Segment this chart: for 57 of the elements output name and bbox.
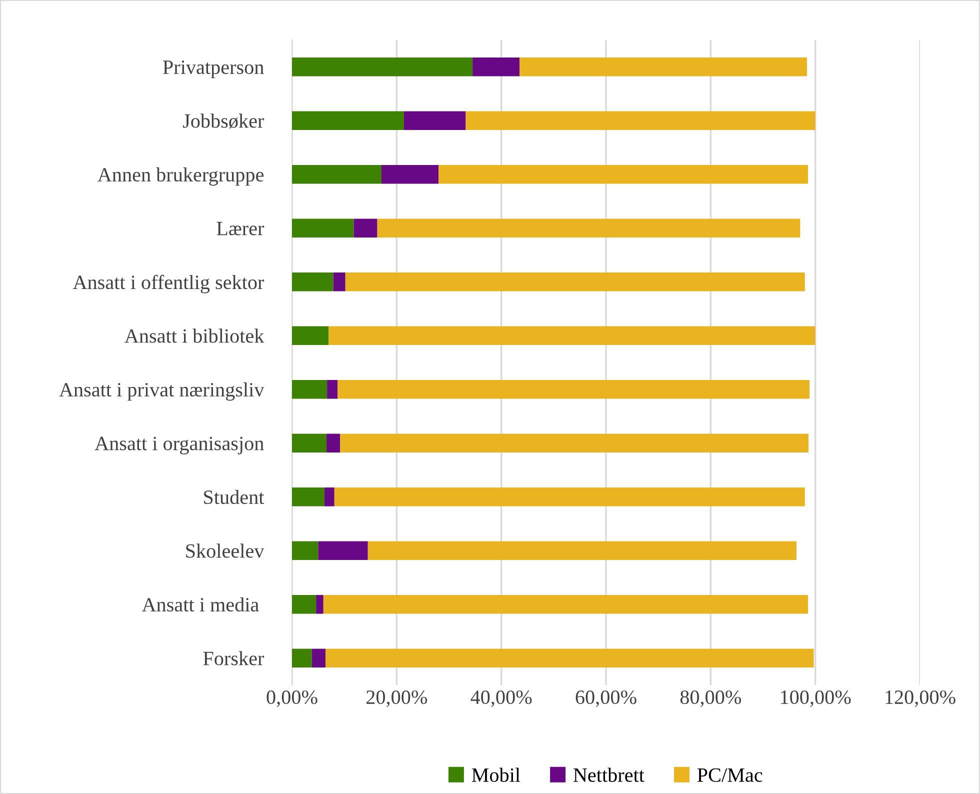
- legend-label: Mobil: [472, 768, 520, 782]
- bar: [472, 57, 520, 76]
- bar: [368, 541, 796, 560]
- y-tick-label: Ansatt i privat næringsliv: [59, 382, 264, 401]
- y-tick-label: Student: [204, 490, 264, 504]
- x-tick-label: 100,00%: [781, 690, 851, 707]
- bar: [292, 434, 327, 453]
- bar: [377, 218, 800, 238]
- bar: [466, 111, 816, 130]
- bar: [334, 487, 805, 506]
- bar: [312, 648, 326, 668]
- x-tick-label: 60,00%: [576, 690, 636, 707]
- y-tick-label: Ansatt i bibliotek: [124, 328, 264, 343]
- bar: [324, 487, 334, 506]
- y-tick-label: Privatperson: [163, 60, 264, 78]
- bar: [328, 326, 816, 346]
- bar: [292, 164, 382, 184]
- bar: [327, 380, 338, 399]
- bar: [292, 487, 324, 506]
- x-tick-label: 80,00%: [680, 690, 742, 707]
- bar: [292, 594, 316, 614]
- legend-label: PC/Mac: [697, 768, 762, 782]
- bar: [354, 218, 378, 238]
- y-tick-label: Skoleelev: [186, 544, 264, 558]
- bar: [292, 57, 473, 76]
- y-tick-label: Ansatt i media: [142, 597, 259, 612]
- bar: [325, 648, 814, 668]
- legend-label: Nettbrett: [573, 768, 644, 782]
- bar: [323, 594, 808, 614]
- bar: [326, 434, 340, 453]
- bar: [340, 434, 809, 453]
- bar: [292, 648, 312, 668]
- y-tick-label: Annen brukergruppe: [98, 167, 264, 186]
- y-tick-label: Ansatt i organisasjon: [94, 436, 264, 454]
- bar: [318, 541, 368, 560]
- bar: [292, 541, 318, 560]
- bar: [333, 272, 346, 292]
- bar: [438, 164, 808, 184]
- y-tick-label: Jobbsøker: [182, 114, 264, 128]
- bar: [316, 594, 324, 614]
- y-tick-label: Lærer: [216, 222, 264, 236]
- bar: [345, 272, 805, 292]
- x-tick-label: 0,00%: [266, 690, 318, 707]
- bar: [338, 380, 810, 399]
- bar: [520, 57, 807, 76]
- bar: [292, 218, 354, 238]
- bar: [381, 164, 439, 184]
- bar: [404, 111, 466, 130]
- y-tick-label: Ansatt i offentlig sektor: [72, 274, 264, 294]
- bar: [292, 380, 328, 399]
- bar: [292, 111, 404, 130]
- x-tick-label: 20,00%: [366, 690, 428, 707]
- y-tick-label: Forsker: [203, 651, 264, 666]
- bar: [292, 272, 334, 292]
- x-tick-label: 40,00%: [470, 690, 532, 707]
- x-tick-label: 120,00%: [886, 690, 956, 707]
- bar: [292, 326, 329, 346]
